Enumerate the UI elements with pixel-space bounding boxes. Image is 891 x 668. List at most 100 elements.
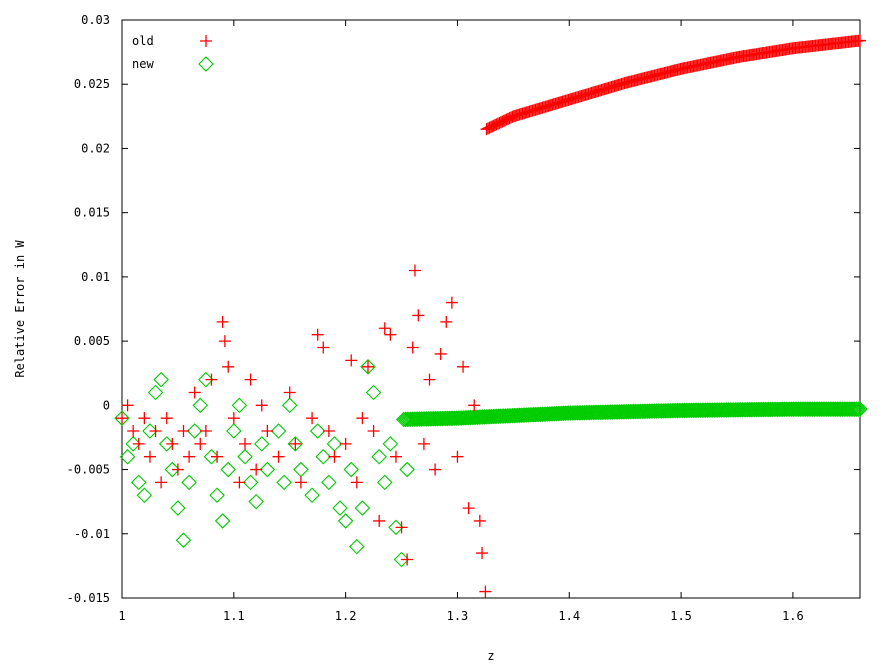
point-new xyxy=(136,487,153,504)
x-tick-label: 1.4 xyxy=(558,609,580,623)
point-old xyxy=(367,425,380,438)
point-old xyxy=(289,437,302,450)
x-tick-label: 1.6 xyxy=(782,609,804,623)
point-old xyxy=(149,425,162,438)
point-new xyxy=(253,436,270,452)
point-new xyxy=(130,474,147,491)
curve-point-new xyxy=(553,405,570,422)
y-tick-label: 0.02 xyxy=(81,141,110,155)
point-old xyxy=(417,437,430,450)
point-new xyxy=(376,474,393,491)
point-old xyxy=(322,425,335,438)
point-new xyxy=(259,461,276,478)
point-new xyxy=(281,397,298,414)
point-old xyxy=(244,373,257,386)
point-new xyxy=(220,461,237,478)
y-tick-label: -0.01 xyxy=(74,527,110,541)
point-new xyxy=(209,487,225,504)
x-tick-label: 1 xyxy=(118,609,125,623)
point-new xyxy=(114,410,130,426)
legend-label-old: old xyxy=(132,34,154,48)
curve-point-new xyxy=(441,410,458,427)
point-old xyxy=(294,476,307,489)
series-old xyxy=(116,34,866,598)
point-new xyxy=(214,513,231,529)
y-tick-label: -0.005 xyxy=(67,463,110,477)
point-new xyxy=(343,461,360,478)
point-old xyxy=(473,514,486,527)
point-old xyxy=(423,373,436,386)
point-old xyxy=(188,386,201,399)
y-axis-title: Relative Error in W xyxy=(13,240,27,378)
y-tick-label: 0.03 xyxy=(81,13,110,27)
curve-point-new xyxy=(557,405,573,422)
point-old xyxy=(434,347,447,360)
x-tick-label: 1.3 xyxy=(447,609,469,623)
point-new xyxy=(158,436,175,452)
point-old xyxy=(440,315,453,328)
point-new xyxy=(287,436,304,452)
point-old xyxy=(457,360,470,373)
point-old xyxy=(317,341,330,354)
point-new xyxy=(388,519,404,536)
point-new xyxy=(192,397,209,414)
point-new xyxy=(170,500,186,516)
point-old xyxy=(227,412,240,425)
point-new xyxy=(164,461,181,478)
y-tick-label: 0.025 xyxy=(74,77,110,91)
point-old xyxy=(406,341,419,354)
curve-point-new xyxy=(845,401,861,417)
legend-marker-new xyxy=(198,56,214,72)
curve-point-new xyxy=(559,405,575,421)
plot-frame xyxy=(121,19,861,599)
point-old xyxy=(218,335,231,348)
point-new xyxy=(175,532,192,548)
point-old xyxy=(211,450,224,463)
point-old xyxy=(261,425,274,438)
point-new xyxy=(248,493,264,510)
point-old xyxy=(373,514,386,527)
point-new xyxy=(315,448,332,465)
point-old xyxy=(384,328,397,341)
point-old xyxy=(199,425,212,438)
point-old xyxy=(233,476,246,489)
point-new xyxy=(304,487,320,504)
point-old xyxy=(127,425,140,438)
point-new xyxy=(321,474,337,491)
y-tick-label: 0 xyxy=(103,398,110,412)
legend-label-new: new xyxy=(132,57,154,71)
point-old xyxy=(143,450,156,463)
point-new xyxy=(186,423,203,439)
point-new xyxy=(309,423,326,439)
point-old xyxy=(395,521,408,534)
point-old xyxy=(451,450,464,463)
point-old xyxy=(205,373,218,386)
point-old xyxy=(345,354,358,367)
curve-point-new xyxy=(445,410,461,427)
point-old xyxy=(216,315,229,328)
point-old xyxy=(339,437,352,450)
point-old xyxy=(412,309,425,322)
curve-point-new xyxy=(555,405,572,422)
point-old xyxy=(389,450,402,463)
curve-point-new xyxy=(443,410,459,427)
point-new xyxy=(393,551,410,568)
series-new xyxy=(114,359,868,568)
x-tick-label: 1.2 xyxy=(335,609,357,623)
legend-marker-old xyxy=(200,35,212,47)
y-tick-label: -0.015 xyxy=(67,591,110,605)
point-old xyxy=(255,399,268,412)
point-new xyxy=(142,423,158,439)
point-new xyxy=(270,423,287,439)
point-new xyxy=(226,423,242,439)
point-new xyxy=(231,397,248,414)
point-new xyxy=(382,436,399,452)
x-axis: 1 1.1 1.2 1.3 1.4 1.5 1.6 xyxy=(118,20,804,623)
point-new xyxy=(153,371,169,388)
point-old xyxy=(116,412,128,425)
point-old xyxy=(138,412,151,425)
legend: old new xyxy=(132,34,214,72)
curve-point-new xyxy=(850,401,867,417)
point-new xyxy=(337,513,354,529)
